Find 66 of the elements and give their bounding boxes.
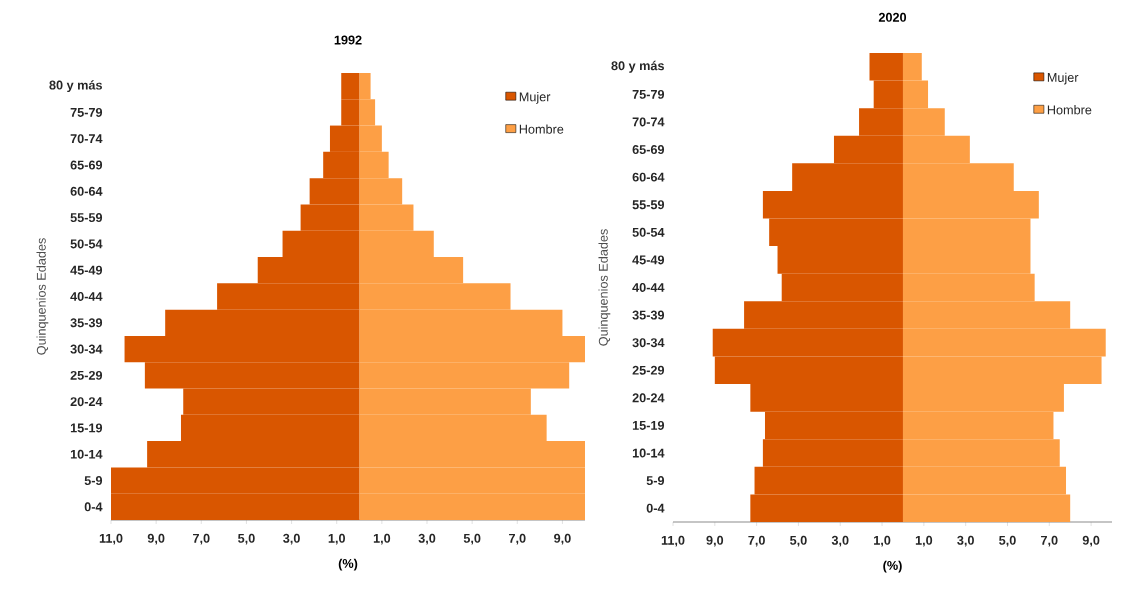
y-tick-label: 45-49 [70, 265, 103, 275]
y-axis-title: Quinquenios Edades [598, 229, 611, 346]
x-tick-label: 3,0 [831, 535, 849, 547]
x-tick-label: 7,0 [1041, 535, 1058, 547]
x-axis-title: (%) [883, 560, 902, 573]
y-tick-label: 65-69 [632, 145, 665, 155]
legend-label: Mujer [1047, 72, 1079, 85]
y-tick-label: 60-64 [632, 172, 665, 182]
x-tick-label: 9,0 [147, 533, 165, 545]
x-tick-label: 1,0 [373, 533, 391, 545]
y-tick-label: 50-54 [70, 239, 103, 249]
y-tick-label: 75-79 [632, 89, 665, 99]
x-tick-label: 7,0 [193, 533, 210, 545]
y-tick-label: 15-19 [632, 420, 665, 430]
x-tick-label: 3,0 [283, 533, 300, 545]
x-tick-label: 7,0 [748, 535, 765, 547]
x-tick-label: 3,0 [418, 533, 436, 545]
chart-title: 2020 [878, 12, 907, 22]
x-tick-label: 1,0 [328, 533, 346, 545]
y-tick-label: 65-69 [70, 160, 103, 170]
y-tick-label: 20-24 [632, 393, 665, 403]
y-tick-label: 40-44 [632, 283, 665, 292]
x-tick-label: 9,0 [1082, 535, 1100, 547]
x-axis-title: (%) [338, 558, 358, 571]
y-tick-label: 50-54 [632, 227, 665, 237]
y-tick-label: 75-79 [70, 107, 103, 117]
chart-title: 1992 [334, 35, 362, 45]
legend-label: Mujer [519, 92, 551, 104]
y-tick-label: 45-49 [632, 255, 665, 265]
y-tick-label: 70-74 [70, 134, 103, 144]
y-tick-label: 70-74 [632, 117, 665, 127]
y-tick-label: 10-14 [632, 448, 665, 458]
y-tick-label: 0-4 [646, 503, 665, 513]
x-tick-label: 5,0 [238, 533, 255, 545]
y-tick-label: 20-24 [70, 397, 103, 407]
y-tick-label: 30-34 [70, 344, 103, 354]
y-tick-label: 25-29 [70, 370, 103, 380]
x-tick-label: 5,0 [463, 533, 481, 545]
legend-label: Hombre [1047, 105, 1092, 115]
legend-label: Hombre [519, 124, 564, 134]
y-tick-label: 10-14 [70, 449, 103, 459]
y-tick-label: 60-64 [70, 186, 103, 196]
y-tick-label: 30-34 [632, 338, 665, 348]
y-tick-label: 40-44 [70, 292, 103, 301]
x-tick-label: 11,0 [99, 533, 123, 545]
x-tick-label: 9,0 [554, 533, 571, 545]
y-tick-label: 35-39 [632, 310, 665, 320]
y-tick-label: 0-4 [84, 502, 103, 512]
y-axis-title: Quinquenios Edades [36, 238, 49, 355]
x-tick-label: 1,0 [915, 535, 933, 547]
x-tick-label: 11,0 [661, 535, 685, 547]
x-tick-label: 5,0 [790, 535, 807, 547]
y-tick-label: 35-39 [70, 318, 103, 328]
y-tick-label: 80 y más [611, 60, 664, 73]
y-tick-label: 55-59 [632, 200, 665, 210]
y-tick-label: 5-9 [84, 476, 103, 486]
x-tick-label: 9,0 [706, 535, 724, 547]
y-tick-label: 80 y más [49, 80, 102, 93]
y-tick-label: 25-29 [632, 365, 665, 375]
x-tick-label: 1,0 [874, 535, 891, 547]
y-tick-label: 5-9 [646, 476, 665, 486]
x-tick-label: 3,0 [957, 535, 974, 547]
y-tick-label: 55-59 [70, 213, 103, 223]
x-tick-label: 7,0 [509, 533, 526, 545]
x-tick-label: 5,0 [999, 535, 1016, 547]
y-tick-label: 15-19 [70, 423, 103, 433]
